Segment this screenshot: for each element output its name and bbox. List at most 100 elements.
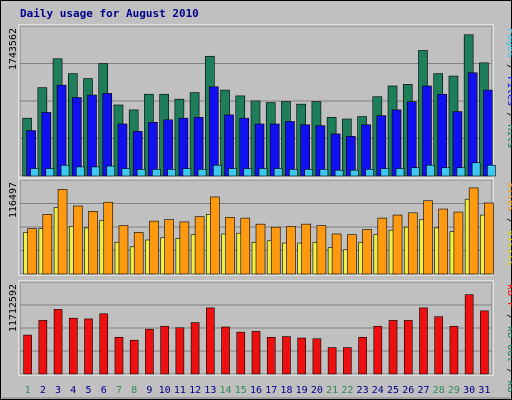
bar-files-day-23 <box>361 124 371 177</box>
panel-3: 11712592 kB F / kB Out / kB In <box>8 280 512 400</box>
bar-pages-day-20 <box>319 169 329 177</box>
bar-files-day-21 <box>330 133 341 177</box>
bar-sites-day-14 <box>225 217 235 275</box>
bar-kbin-day-3 <box>53 309 63 375</box>
day-label-25: 25 <box>387 385 399 396</box>
day-label-5: 5 <box>86 385 92 396</box>
bar-files-day-27 <box>422 85 432 177</box>
legend-entry: Files <box>505 76 512 106</box>
bar-kbin-day-29 <box>449 325 459 375</box>
legend-entry: / <box>505 106 512 124</box>
bar-files-day-26 <box>406 101 417 177</box>
bar-files-day-31 <box>483 89 493 177</box>
bar-sites-day-3 <box>57 189 68 275</box>
legend-entry: kB F <box>505 284 512 308</box>
bar-pages-day-12 <box>197 169 207 177</box>
bar-kbin-day-24 <box>373 325 383 375</box>
bar-sites-day-26 <box>407 212 418 275</box>
bar-pages-day-1 <box>30 168 39 177</box>
bar-pages-day-13 <box>213 164 222 177</box>
bar-pages-day-5 <box>91 166 100 177</box>
legend-entry: kB In <box>505 380 512 400</box>
bar-pages-day-10 <box>167 169 176 177</box>
bar-pages-day-16 <box>258 168 268 177</box>
bar-files-day-30 <box>467 72 478 177</box>
bar-files-day-9 <box>148 122 158 177</box>
day-label-31: 31 <box>478 385 490 396</box>
bar-kbin-day-20 <box>312 338 322 375</box>
day-label-27: 27 <box>417 385 429 396</box>
bar-pages-day-2 <box>45 168 55 177</box>
bar-files-day-7 <box>117 123 128 177</box>
bar-files-day-18 <box>285 121 295 177</box>
bar-kbin-day-8 <box>129 339 139 375</box>
bar-sites-day-2 <box>42 214 53 275</box>
day-label-28: 28 <box>433 385 445 396</box>
bar-files-day-11 <box>178 117 189 177</box>
legend-entry: Sites <box>505 182 512 212</box>
bar-pages-day-25 <box>395 168 405 177</box>
bar-kbin-day-21 <box>327 347 337 375</box>
panel-2: 116497 Sites / Visits <box>8 178 512 276</box>
bar-sites-day-5 <box>88 211 98 275</box>
day-label-10: 10 <box>159 385 171 396</box>
bar-pages-day-9 <box>152 169 161 177</box>
day-label-7: 7 <box>116 385 122 396</box>
bar-kbin-day-12 <box>190 322 200 375</box>
panel-1: 1743562 Pages / Files / Hits <box>8 24 512 178</box>
day-label-21: 21 <box>326 385 338 396</box>
y-max-label: 1743562 <box>8 28 19 70</box>
bar-kbin-day-27 <box>419 307 428 375</box>
bar-sites-day-11 <box>179 221 190 275</box>
bar-pages-day-4 <box>75 166 85 177</box>
day-label-23: 23 <box>357 385 369 396</box>
series-legend: kB F / kB Out / kB In <box>505 284 512 400</box>
bar-pages-day-29 <box>456 167 466 177</box>
bar-pages-day-18 <box>289 169 298 177</box>
bar-sites-day-30 <box>468 187 479 275</box>
bar-pages-day-11 <box>182 168 192 177</box>
day-label-24: 24 <box>372 385 384 396</box>
day-label-20: 20 <box>311 385 323 396</box>
day-label-14: 14 <box>220 385 232 396</box>
day-label-29: 29 <box>448 385 460 396</box>
bar-pages-day-24 <box>380 168 390 177</box>
bar-kbin-day-11 <box>175 327 185 375</box>
bar-sites-day-7 <box>118 225 129 275</box>
bar-sites-day-17 <box>270 226 281 275</box>
legend-entry: / <box>505 362 512 380</box>
panel-frame <box>18 280 494 376</box>
day-label-22: 22 <box>341 385 353 396</box>
bar-files-day-6 <box>102 93 113 177</box>
bar-kbin-day-25 <box>388 320 398 375</box>
day-label-12: 12 <box>189 385 201 396</box>
y-max-label: 116497 <box>8 182 19 218</box>
bar-pages-day-30 <box>471 162 481 177</box>
bar-kbin-day-14 <box>221 326 230 375</box>
bar-pages-day-8 <box>136 169 146 177</box>
bar-kbin-day-6 <box>99 313 109 375</box>
legend-entry: / <box>505 212 512 230</box>
bar-sites-day-4 <box>72 205 83 275</box>
day-label-6: 6 <box>101 385 107 396</box>
bar-files-day-17 <box>269 123 280 177</box>
legend-entry: Hits <box>505 124 512 148</box>
day-label-11: 11 <box>174 385 186 396</box>
day-label-17: 17 <box>265 385 277 396</box>
bar-kbin-day-13 <box>206 307 215 375</box>
day-label-19: 19 <box>296 385 308 396</box>
bar-pages-day-27 <box>426 164 435 177</box>
bar-pages-day-31 <box>487 164 496 177</box>
y-max-label: 11712592 <box>8 284 19 332</box>
day-label-18: 18 <box>280 385 292 396</box>
day-label-26: 26 <box>402 385 414 396</box>
bar-sites-day-27 <box>423 200 433 275</box>
bar-pages-day-23 <box>365 169 374 177</box>
bar-kbin-day-18 <box>282 336 291 375</box>
bar-files-day-14 <box>224 114 234 177</box>
bar-sites-day-29 <box>453 211 464 275</box>
bar-pages-day-15 <box>243 168 253 177</box>
bar-files-day-28 <box>437 93 448 177</box>
